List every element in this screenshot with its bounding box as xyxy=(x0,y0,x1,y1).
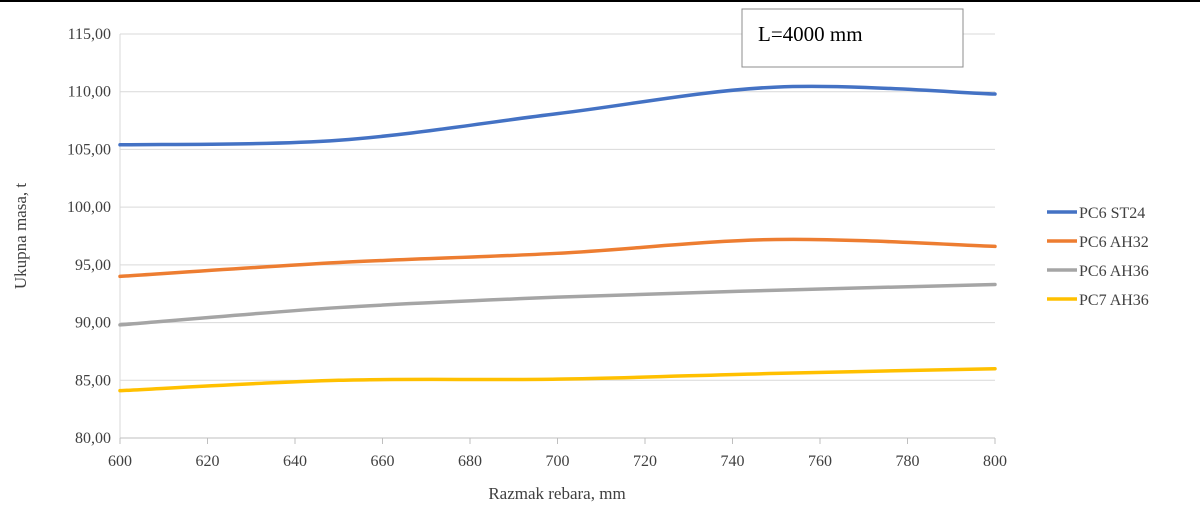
annotation-text: L=4000 mm xyxy=(758,22,863,46)
top-border-rule xyxy=(0,0,1200,2)
series-line-pc7-ah36 xyxy=(118,366,997,393)
legend-label-pc6-ah36: PC6 AH36 xyxy=(1079,263,1149,280)
axes: 80,00 85,00 90,00 95,00 100,00 105,00 110,00 11… xyxy=(67,26,1007,470)
legend: PC6 ST24 PC6 AH32 PC6 AH36 PC7 AH36 xyxy=(1047,205,1149,309)
annotation-box: L=4000 mm xyxy=(741,8,964,68)
x-tick-label: 620 xyxy=(196,453,220,470)
x-tick-label: 640 xyxy=(283,453,307,470)
legend-label-pc6-ah32: PC6 AH32 xyxy=(1079,234,1149,251)
y-tick-label: 110,00 xyxy=(68,84,111,101)
gridlines xyxy=(120,33,995,381)
y-tick-label: 80,00 xyxy=(75,430,111,447)
y-axis-title: Ukupna masa, t xyxy=(11,183,30,290)
x-tick-label: 740 xyxy=(721,453,745,470)
series-line-pc6-st24 xyxy=(118,84,997,147)
y-tick-label: 115,00 xyxy=(68,26,111,43)
x-axis-title: Razmak rebara, mm xyxy=(488,484,625,503)
series-line-pc6-ah36 xyxy=(118,282,997,327)
legend-label-pc6-st24: PC6 ST24 xyxy=(1079,205,1145,222)
series-line-pc6-ah32 xyxy=(118,237,997,279)
x-tick-label: 800 xyxy=(983,453,1007,470)
x-tick-label: 720 xyxy=(633,453,657,470)
x-tick-label: 660 xyxy=(371,453,395,470)
x-tick-label: 780 xyxy=(896,453,920,470)
y-tick-label: 90,00 xyxy=(75,315,111,332)
y-tick-label: 105,00 xyxy=(67,141,111,158)
x-tick-label: 600 xyxy=(108,453,132,470)
y-tick-label: 85,00 xyxy=(75,372,111,389)
x-tick-label: 680 xyxy=(458,453,482,470)
x-tick-label: 700 xyxy=(546,453,570,470)
y-tick-label: 100,00 xyxy=(67,199,111,216)
x-tick-label: 760 xyxy=(808,453,832,470)
series-lines xyxy=(118,84,997,393)
y-tick-label: 95,00 xyxy=(75,257,111,274)
legend-label-pc7-ah36: PC7 AH36 xyxy=(1079,292,1149,309)
